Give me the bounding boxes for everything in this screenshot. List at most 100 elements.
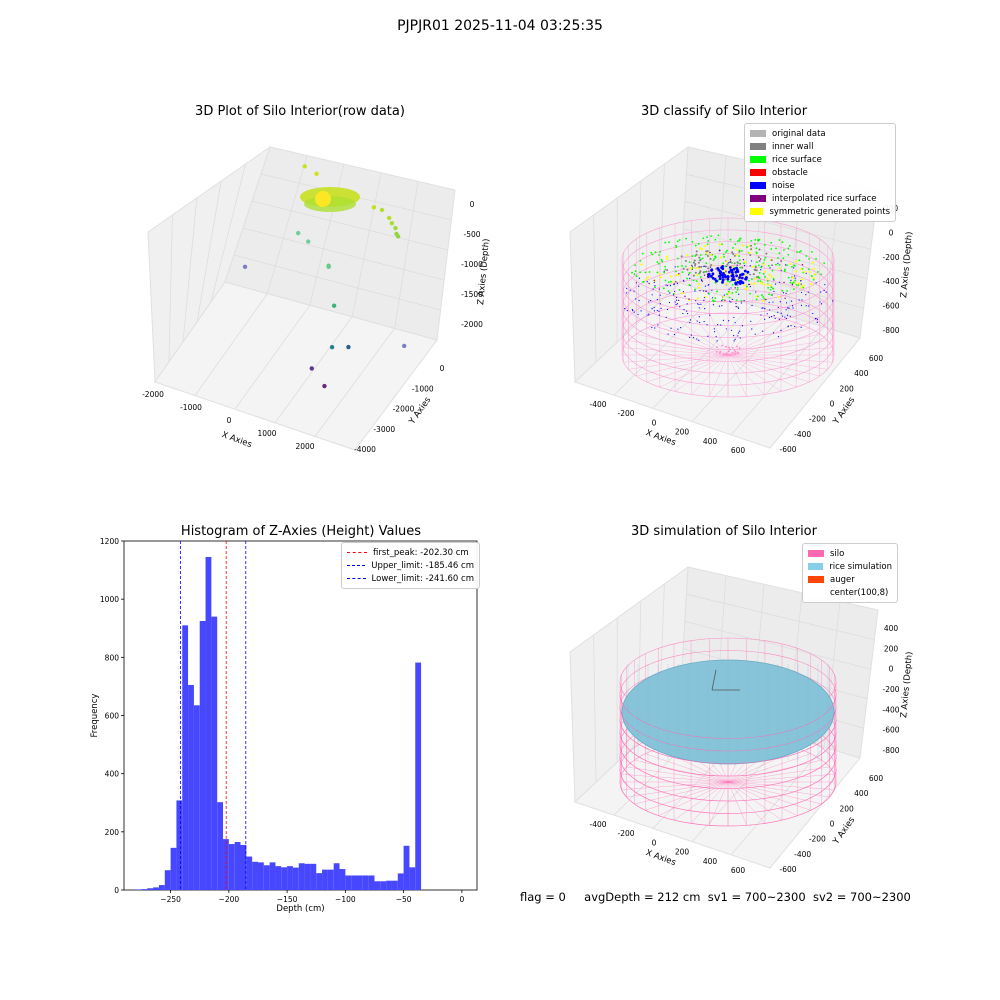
- classify-legend-entry: noise: [750, 179, 890, 192]
- p2-point: [783, 270, 786, 272]
- p2-point: [715, 267, 718, 270]
- p2-point: [681, 264, 683, 267]
- classify-legend-swatch: [750, 143, 766, 150]
- p2-point: [707, 273, 710, 276]
- p2-point: [740, 280, 744, 284]
- p2-point: [770, 316, 773, 318]
- p1-grid-line: [210, 163, 246, 303]
- p2-point: [698, 256, 701, 259]
- p2-point: [689, 267, 693, 270]
- simulation-legend-label: auger: [830, 574, 855, 585]
- p2-point: [737, 306, 739, 308]
- p2-point: [718, 249, 721, 252]
- p2-point: [688, 298, 691, 302]
- p2-point: [741, 266, 744, 269]
- p2-point: [714, 238, 717, 241]
- p2-point: [696, 273, 699, 277]
- panel3-title: Histogram of Z-Axies (Height) Values: [180, 524, 422, 539]
- figure-suptitle: PJPJR01 2025-11-04 03:25:35: [397, 18, 603, 34]
- p2-point: [789, 281, 792, 284]
- p1-data-point: [386, 215, 392, 221]
- p2-wire-spoke: [659, 322, 729, 356]
- p2-wire-ring: [621, 229, 835, 315]
- p4-wire-ring: [619, 687, 837, 777]
- p2-point: [725, 345, 727, 348]
- p1-z-tick: -1500: [461, 290, 483, 299]
- histogram-bar: [223, 839, 229, 890]
- p2-point: [752, 273, 755, 276]
- p2-point: [697, 303, 699, 305]
- p4-wire-spoke: [634, 759, 729, 783]
- p2-point: [774, 317, 776, 320]
- p2-point: [753, 243, 756, 246]
- p2-point: [740, 276, 742, 279]
- p1-grid-line: [394, 181, 419, 329]
- p2-point: [697, 266, 701, 270]
- p2-wire-spoke: [709, 313, 729, 356]
- p2-point: [714, 297, 717, 300]
- p2-point: [690, 334, 692, 336]
- p4-wire-spoke: [727, 766, 830, 783]
- p2-point: [693, 259, 696, 262]
- p2-point: [700, 258, 702, 261]
- p4-z-tick: -800: [882, 746, 899, 755]
- p2-point: [719, 270, 722, 273]
- p2-point: [770, 286, 773, 289]
- p2-point: [729, 260, 732, 263]
- p2-point: [774, 283, 777, 285]
- p2-point: [787, 307, 789, 309]
- p2-point: [790, 300, 793, 302]
- p2-point: [658, 254, 660, 256]
- p2-point: [761, 294, 763, 296]
- p4-wire-spoke: [727, 781, 798, 816]
- histogram-bar: [368, 875, 375, 890]
- p2-point: [791, 265, 793, 268]
- p4-grid-line: [683, 648, 868, 700]
- p2-point: [689, 321, 691, 324]
- p2-point: [764, 318, 766, 320]
- p2-x-tick: 200: [675, 428, 690, 437]
- p2-point: [678, 288, 681, 291]
- p2-point: [705, 253, 707, 256]
- p2-point: [716, 290, 718, 293]
- p2-point: [699, 247, 702, 250]
- p2-point: [721, 275, 725, 279]
- p4-wire-spoke: [727, 753, 811, 783]
- p2-point: [762, 296, 765, 298]
- p2-point: [719, 350, 722, 353]
- p2-point: [712, 304, 715, 306]
- p2-point: [780, 260, 783, 263]
- p2-wire-spoke: [727, 354, 782, 392]
- histogram-bar: [380, 881, 387, 890]
- p2-point: [733, 254, 736, 257]
- p2-point: [807, 268, 810, 271]
- p2-point: [737, 335, 739, 337]
- p2-point: [764, 256, 767, 259]
- classify-legend-label: interpolated rice surface: [772, 193, 877, 204]
- p2-point: [791, 276, 793, 278]
- simulation-legend-swatch: [808, 589, 824, 596]
- p2-point: [800, 326, 802, 328]
- p2-point: [783, 269, 786, 272]
- p2-wire-spoke: [727, 354, 820, 377]
- p2-point: [738, 259, 741, 261]
- p2-point: [703, 274, 706, 276]
- p2-point: [798, 259, 801, 262]
- p2-point: [633, 273, 636, 276]
- p4-y-tick: 200: [840, 804, 855, 813]
- p2-point: [712, 259, 715, 262]
- p2-point: [720, 266, 723, 270]
- p2-wire-spoke: [691, 354, 729, 395]
- p1-grid-line: [314, 328, 395, 437]
- p1-y-tick: -2000: [393, 405, 415, 414]
- p2-point: [657, 324, 659, 326]
- p2-point: [663, 271, 666, 274]
- p2-point: [683, 309, 685, 311]
- p2-grid-line: [681, 255, 864, 309]
- p2-point: [706, 243, 709, 246]
- p4-wire-front-ring: [619, 781, 837, 827]
- p2-point: [757, 239, 759, 241]
- p2-point: [781, 241, 784, 244]
- p2-point: [746, 272, 749, 275]
- p2-point: [741, 250, 743, 252]
